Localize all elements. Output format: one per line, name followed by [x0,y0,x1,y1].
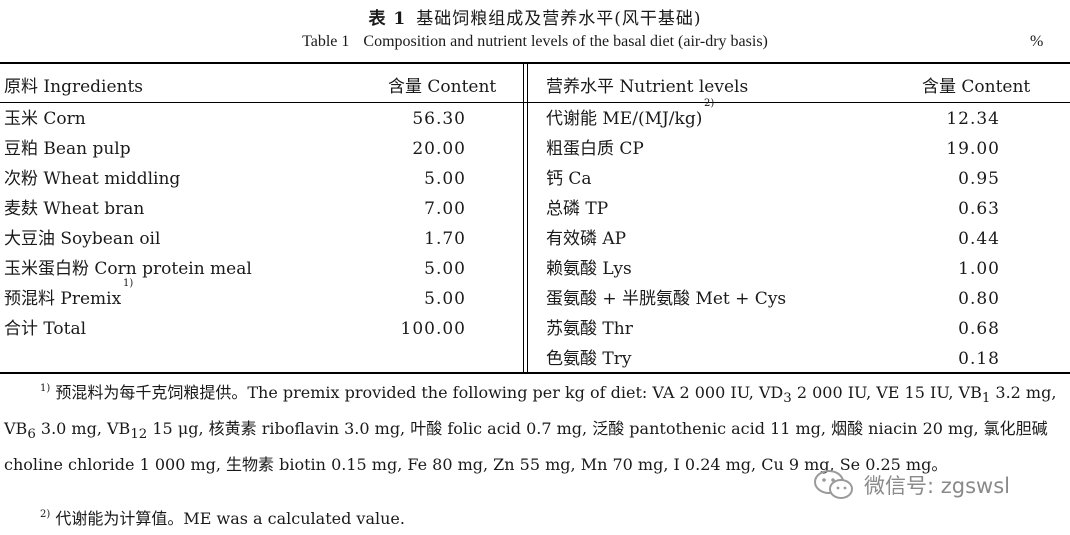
nutrient-value: 0.63 [958,199,1000,219]
table-top-rule [0,62,1070,64]
ingredient-value: 5.00 [424,289,466,309]
wechat-icon [814,470,853,499]
table-row: 豆粕 Bean pulp 20.00 [0,134,1070,164]
table-bottom-rule [0,372,1070,374]
nutrient-value: 0.68 [958,319,1000,339]
ingredient-name: 次粉 Wheat middling [4,169,181,189]
table-row: 玉米 Corn 56.30 [0,104,1070,134]
table-row: 次粉 Wheat middling 5.00 [0,164,1070,194]
ingredient-name: 预混料 Premix [4,289,122,309]
table-title-chinese: 表 1 基础饲粮组成及营养水平(风干基础) [0,4,1070,29]
nutrient-name: 总磷 TP [546,199,609,219]
table-row: 预混料 Premix 1) 5.00 [0,279,1070,314]
footnote-1-text-a: 预混料为每千克饲粮提供。The premix provided the foll… [55,383,784,402]
table-header-rule [0,102,1070,103]
ingredient-value: 5.00 [424,259,466,279]
nutrient-value: 0.44 [958,229,1000,249]
footnote-2: 2) 代谢能为计算值。ME was a calculated value. [4,504,1066,534]
table-row: 总磷 TP 0.63 [0,194,1070,224]
ingredient-value: 7.00 [424,199,466,219]
footnote-1-mark: 1) [40,383,51,394]
table-row: 代谢能 ME/(MJ/kg) 2) 12.34 [0,99,1070,134]
ingredient-value: 20.00 [412,139,466,159]
ingredient-name: 麦麸 Wheat bran [4,199,145,219]
column-divider-inner [527,62,528,372]
footnote-1: 1) 预混料为每千克饲粮提供。The premix provided the f… [4,378,1066,480]
nutrient-value: 0.95 [958,169,1000,189]
table-row: 苏氨酸 Thr 0.68 [0,314,1070,344]
nutrient-value: 0.18 [958,349,1000,369]
nutrient-name: 蛋氨酸 + 半胱氨酸 Met + Cys [546,289,787,309]
footnote-1-text-c: 3.2 mg, VB [4,383,1057,439]
nutrient-name: 代谢能 ME/(MJ/kg) [546,109,703,129]
table-row: 麦麸 Wheat bran 7.00 [0,194,1070,224]
table-row: 合计 Total 100.00 [0,314,1070,344]
ingredient-name: 玉米蛋白粉 Corn protein meal [4,259,252,279]
ingredient-name: 豆粕 Bean pulp [4,139,131,159]
nutrient-value: 0.80 [958,289,1000,309]
header-content-left: 含量 Content [388,77,497,97]
table-label-english: Table 1 [302,33,350,50]
ingredient-value: 100.00 [400,319,466,339]
table-row: 有效磷 AP 0.44 [0,224,1070,254]
table-title-english-text: Composition and nutrient levels of the b… [363,33,768,50]
footnote-2-mark: 2) [40,509,51,520]
table-title-english: Table 1 Composition and nutrient levels o… [0,33,1070,51]
table-row: 粗蛋白质 CP 19.00 [0,134,1070,164]
ingredient-value: 56.30 [412,109,466,129]
wechat-watermark: 微信号: zgswsl [812,469,1052,501]
footnote-2-text: 代谢能为计算值。ME was a calculated value. [55,509,405,528]
table-row: 色氨酸 Try 0.18 [0,344,1070,374]
nutrient-name: 钙 Ca [546,169,592,189]
table-label-chinese: 表 1 [368,9,407,29]
footnote-1-sub: 1 [981,391,991,407]
nutrient-name: 苏氨酸 Thr [546,319,633,339]
nutrient-value: 1.00 [958,259,1000,279]
unit-label: % [1030,33,1044,50]
column-divider [523,62,524,372]
ingredient-name: 玉米 Corn [4,109,86,129]
table-row: 大豆油 Soybean oil 1.70 [0,224,1070,254]
nutrient-value: 19.00 [946,139,1000,159]
table-row: 钙 Ca 0.95 [0,164,1070,194]
table-row: 赖氨酸 Lys 1.00 [0,254,1070,284]
nutrient-name: 粗蛋白质 CP [546,139,644,159]
footnote-1-text-e: 15 μg, 核黄素 riboflavin 3.0 mg, 叶酸 folic a… [4,419,1048,475]
nutrient-name: 有效磷 AP [546,229,627,249]
header-ingredients: 原料 Ingredients [4,77,144,97]
nutrient-name: 赖氨酸 Lys [546,259,632,279]
table-title-chinese-text: 基础饲粮组成及营养水平(风干基础) [416,9,702,29]
ingredient-name: 大豆油 Soybean oil [4,229,161,249]
ingredient-value: 1.70 [424,229,466,249]
nutrient-name: 色氨酸 Try [546,349,632,369]
table-row: 蛋氨酸 + 半胱氨酸 Met + Cys 0.80 [0,284,1070,314]
footnote-1-sub: 3 [783,391,792,407]
footnote-1-sub: 12 [130,427,148,443]
nutrient-value: 12.34 [946,109,1000,129]
ingredient-value: 5.00 [424,169,466,189]
header-content-right: 含量 Content [922,77,1031,97]
watermark-text: 微信号: zgswsl [864,474,1010,498]
footnote-1-text-b: 2 000 IU, VE 15 IU, VB [791,383,982,402]
footnote-1-sub: 6 [27,427,36,443]
ingredient-name: 合计 Total [4,319,87,339]
header-nutrients: 营养水平 Nutrient levels [546,77,749,97]
table-row: 玉米蛋白粉 Corn protein meal 5.00 [0,254,1070,284]
footnote-1-text-d: 3.0 mg, VB [35,419,131,439]
